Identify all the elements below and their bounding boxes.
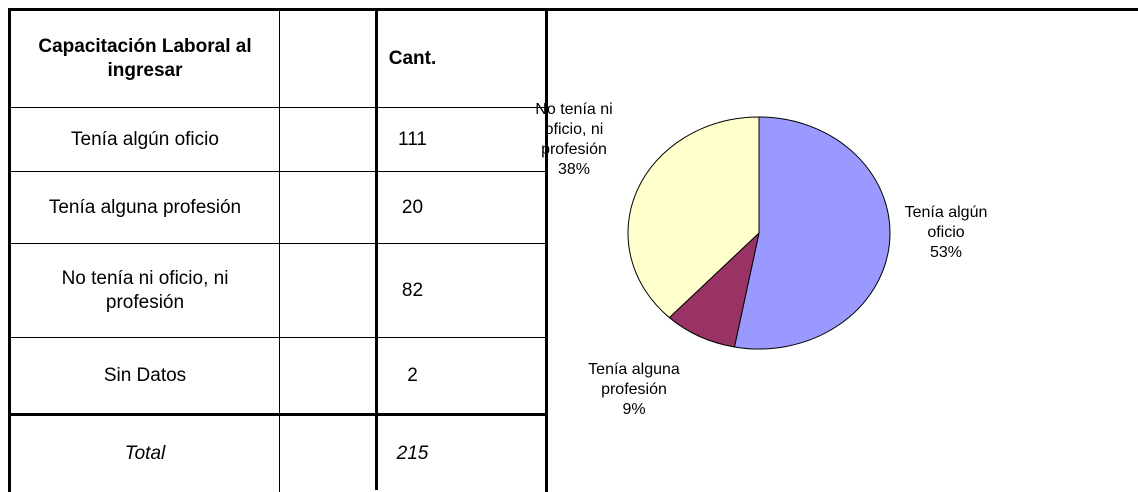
slice-category: Tenía alguna profesión (574, 360, 694, 400)
slice-category: No tenía ni oficio, ni profesión (524, 100, 624, 160)
slice-percent: 38% (524, 160, 624, 180)
slice-percent: 53% (891, 243, 1001, 263)
slice-percent: 9% (574, 400, 694, 420)
slice-category: Tenía algún oficio (891, 203, 1001, 243)
